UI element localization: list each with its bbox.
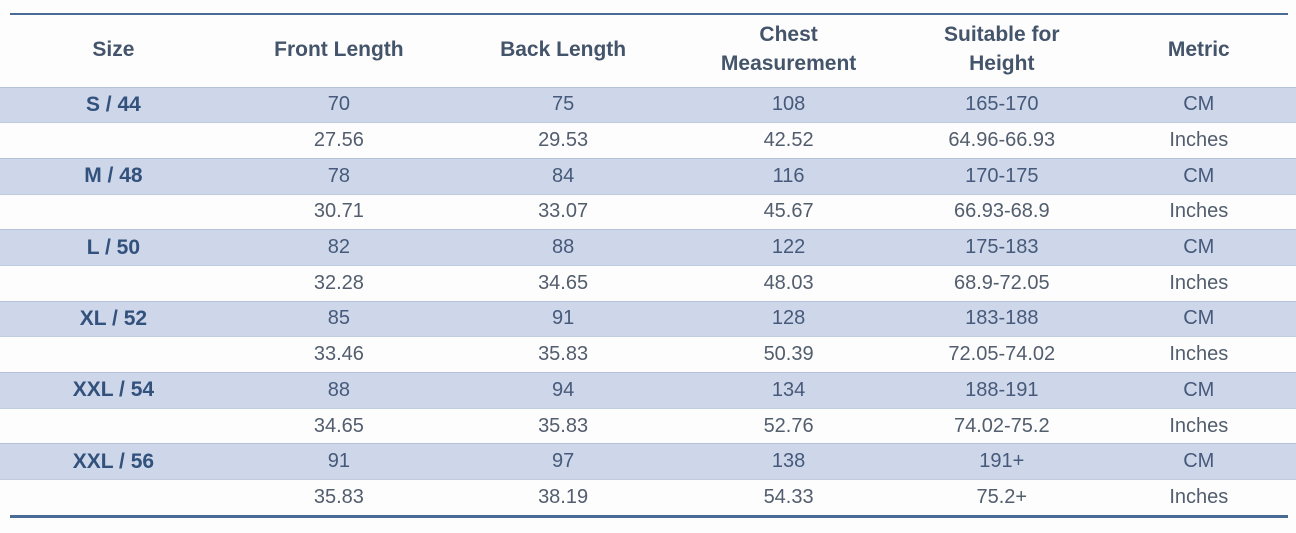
table-row: XXL / 54 88 94 134 188-191 CM bbox=[0, 372, 1296, 409]
height-range-value: 170-175 bbox=[965, 164, 1039, 187]
size-value bbox=[0, 480, 227, 516]
metric-value: Inches bbox=[1169, 414, 1229, 437]
table-row: 27.56 29.53 42.52 64.96-66.93 Inches bbox=[0, 123, 1296, 159]
metric-value: CM bbox=[1183, 378, 1215, 401]
back-length-value: 35.83 bbox=[538, 414, 589, 437]
column-header-back-length: Back Length bbox=[500, 37, 627, 61]
front-length-value: 27.56 bbox=[313, 129, 364, 152]
height-range-value: 74.02-75.2 bbox=[953, 414, 1050, 437]
back-length-value: 84 bbox=[551, 164, 575, 187]
table-row: XXL / 56 91 97 138 191+ CM bbox=[0, 443, 1296, 480]
height-range-value: 64.96-66.93 bbox=[948, 129, 1056, 152]
table-row: S / 44 70 75 108 165-170 CM bbox=[0, 87, 1296, 123]
size-value: M / 48 bbox=[84, 164, 143, 188]
chest-measurement-value: 52.76 bbox=[763, 414, 814, 437]
back-length-value: 88 bbox=[551, 236, 575, 259]
back-length-value: 94 bbox=[551, 378, 575, 401]
front-length-value: 70 bbox=[327, 93, 351, 116]
table-top-rule bbox=[10, 13, 1288, 15]
chest-measurement-value: 128 bbox=[771, 307, 806, 330]
front-length-value: 30.71 bbox=[313, 200, 364, 223]
back-length-value: 34.65 bbox=[538, 271, 589, 294]
height-range-value: 68.9-72.05 bbox=[953, 271, 1050, 294]
height-range-value: 75.2+ bbox=[976, 486, 1028, 509]
back-length-value: 33.07 bbox=[538, 200, 589, 223]
back-length-value: 35.83 bbox=[538, 343, 589, 366]
size-value: XL / 52 bbox=[79, 306, 148, 330]
size-value bbox=[0, 123, 227, 159]
front-length-value: 32.28 bbox=[313, 271, 364, 294]
size-value bbox=[0, 194, 227, 230]
metric-value: Inches bbox=[1169, 129, 1229, 152]
chest-measurement-value: 48.03 bbox=[763, 271, 814, 294]
height-range-value: 188-191 bbox=[965, 378, 1039, 401]
height-range-value: 175-183 bbox=[965, 236, 1039, 259]
table-row: 34.65 35.83 52.76 74.02-75.2 Inches bbox=[0, 408, 1296, 444]
metric-value: CM bbox=[1183, 307, 1215, 330]
table-row: 30.71 33.07 45.67 66.93-68.9 Inches bbox=[0, 194, 1296, 230]
header-row: Size Front Length Back Length Chest Meas… bbox=[0, 13, 1296, 87]
metric-value: CM bbox=[1183, 236, 1215, 259]
back-length-value: 38.19 bbox=[538, 486, 589, 509]
size-value: S / 44 bbox=[85, 92, 141, 116]
back-length-value: 91 bbox=[551, 307, 575, 330]
size-value bbox=[0, 337, 227, 373]
chest-measurement-value: 108 bbox=[771, 93, 806, 116]
front-length-value: 33.46 bbox=[313, 343, 364, 366]
column-header-metric: Metric bbox=[1167, 37, 1230, 61]
front-length-value: 88 bbox=[327, 378, 351, 401]
height-range-value: 66.93-68.9 bbox=[953, 200, 1050, 223]
size-value: L / 50 bbox=[86, 235, 141, 259]
back-length-value: 29.53 bbox=[538, 129, 589, 152]
metric-value: CM bbox=[1183, 450, 1215, 473]
metric-value: Inches bbox=[1169, 343, 1229, 366]
chest-measurement-value: 116 bbox=[772, 164, 805, 187]
metric-value: Inches bbox=[1169, 271, 1229, 294]
metric-value: CM bbox=[1183, 164, 1215, 187]
height-range-value: 72.05-74.02 bbox=[948, 343, 1056, 366]
column-header-front-length: Front Length bbox=[274, 37, 404, 61]
chest-measurement-value: 134 bbox=[771, 378, 806, 401]
back-length-value: 97 bbox=[551, 450, 575, 473]
table-row: 32.28 34.65 48.03 68.9-72.05 Inches bbox=[0, 265, 1296, 301]
height-range-value: 183-188 bbox=[965, 307, 1039, 330]
chest-measurement-value: 45.67 bbox=[763, 200, 814, 223]
column-header-suitable-for-height: Suitable for Height bbox=[944, 23, 1060, 75]
metric-value: Inches bbox=[1169, 200, 1229, 223]
metric-value: CM bbox=[1183, 93, 1215, 116]
table-row: L / 50 82 88 122 175-183 CM bbox=[0, 229, 1296, 266]
table-row: XL / 52 85 91 128 183-188 CM bbox=[0, 301, 1296, 337]
metric-value: Inches bbox=[1169, 486, 1229, 509]
table-row: 33.46 35.83 50.39 72.05-74.02 Inches bbox=[0, 337, 1296, 373]
size-chart-table: Size Front Length Back Length Chest Meas… bbox=[0, 13, 1296, 515]
height-range-value: 191+ bbox=[979, 450, 1025, 473]
size-value bbox=[0, 408, 227, 444]
front-length-value: 34.65 bbox=[313, 414, 364, 437]
front-length-value: 91 bbox=[327, 450, 351, 473]
column-header-size: Size bbox=[92, 37, 135, 61]
size-value: XXL / 54 bbox=[72, 378, 155, 402]
front-length-value: 85 bbox=[327, 307, 351, 330]
front-length-value: 35.83 bbox=[313, 486, 364, 509]
front-length-value: 82 bbox=[327, 236, 351, 259]
height-range-value: 165-170 bbox=[965, 93, 1039, 116]
table-row: M / 48 78 84 116 170-175 CM bbox=[0, 158, 1296, 195]
chest-measurement-value: 54.33 bbox=[763, 486, 814, 509]
chest-measurement-value: 42.52 bbox=[763, 129, 814, 152]
back-length-value: 75 bbox=[551, 93, 575, 116]
table-bottom-rule bbox=[10, 515, 1288, 518]
size-value bbox=[0, 265, 227, 301]
chest-measurement-value: 122 bbox=[771, 236, 806, 259]
column-header-chest-measurement: Chest Measurement bbox=[720, 23, 857, 75]
size-value: XXL / 56 bbox=[72, 449, 155, 473]
table-row: 35.83 38.19 54.33 75.2+ Inches bbox=[0, 480, 1296, 516]
chest-measurement-value: 50.39 bbox=[763, 343, 814, 366]
chest-measurement-value: 138 bbox=[771, 450, 806, 473]
front-length-value: 78 bbox=[327, 164, 351, 187]
header-separator-rule bbox=[10, 87, 1288, 89]
